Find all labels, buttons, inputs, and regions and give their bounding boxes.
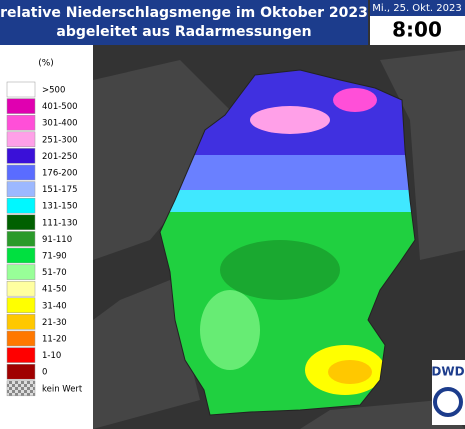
legend-label: 111-130 bbox=[42, 218, 78, 228]
legend-label: 31-40 bbox=[42, 301, 67, 311]
legend-swatch bbox=[6, 264, 36, 280]
legend-swatch bbox=[6, 114, 36, 131]
legend-label: 41-50 bbox=[42, 285, 67, 295]
legend-swatch bbox=[6, 164, 36, 181]
legend-swatch bbox=[6, 380, 36, 397]
legend-swatch bbox=[6, 314, 36, 330]
legend-label: >500 bbox=[42, 86, 65, 96]
legend-swatch bbox=[6, 214, 36, 231]
legend-swatch bbox=[6, 131, 36, 148]
logo-icon bbox=[433, 387, 463, 417]
legend-label: 71-90 bbox=[42, 252, 67, 262]
legend-label: 51-70 bbox=[42, 268, 67, 278]
legend-swatch bbox=[6, 181, 36, 197]
legend-swatch bbox=[6, 297, 36, 314]
legend-swatch bbox=[6, 247, 36, 264]
legend: >500 401-500 301-400 251-300 201-250 176-200 1… bbox=[6, 81, 83, 397]
legend-label: 21-30 bbox=[42, 318, 67, 328]
legend-swatch bbox=[6, 280, 36, 297]
legend-swatch bbox=[6, 347, 36, 363]
logo-text: DWD bbox=[431, 365, 464, 379]
legend-label: 131-150 bbox=[42, 202, 78, 212]
neighbor-land bbox=[93, 50, 465, 429]
legend-label: 0 bbox=[42, 368, 47, 378]
legend-label: 91-110 bbox=[42, 235, 72, 245]
legend-label: 251-300 bbox=[42, 135, 78, 145]
legend-swatch bbox=[6, 231, 36, 247]
legend-swatch bbox=[6, 197, 36, 214]
legend-label: kein Wert bbox=[42, 384, 83, 394]
date: Mi., 25. Okt. 2023 bbox=[372, 3, 461, 14]
title-line: abgeleitet aus Radarmessungen bbox=[56, 24, 311, 40]
germany-border bbox=[159, 69, 416, 416]
legend-label: 301-400 bbox=[42, 119, 78, 129]
legend-label: 176-200 bbox=[42, 169, 78, 179]
legend-swatch bbox=[6, 98, 36, 114]
legend-label: 201-250 bbox=[42, 152, 78, 162]
legend-swatch bbox=[6, 148, 36, 164]
legend-swatch bbox=[6, 81, 36, 98]
legend-label: 151-175 bbox=[42, 185, 78, 195]
legend-swatch bbox=[6, 363, 36, 380]
legend-unit: (%) bbox=[38, 59, 54, 69]
legend-label: 1-10 bbox=[42, 351, 61, 361]
time: 8:00 bbox=[392, 18, 442, 42]
date-box bbox=[370, 0, 465, 16]
legend-label: 11-20 bbox=[42, 335, 67, 345]
legend-label: 401-500 bbox=[42, 102, 78, 112]
title-bar bbox=[0, 0, 368, 45]
time-box bbox=[370, 16, 465, 45]
title-line: relative Niederschlagsmenge im Oktober 2… bbox=[0, 5, 368, 21]
legend-swatch bbox=[6, 330, 36, 347]
